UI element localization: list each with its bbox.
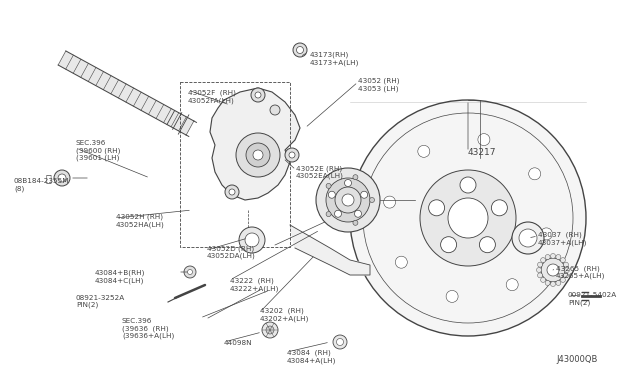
Circle shape <box>383 196 396 208</box>
Circle shape <box>328 191 335 198</box>
Circle shape <box>420 170 516 266</box>
Circle shape <box>429 200 445 216</box>
Circle shape <box>236 133 280 177</box>
Polygon shape <box>58 51 194 135</box>
Circle shape <box>253 150 263 160</box>
Circle shape <box>326 178 370 222</box>
Text: 08B184-2355M
(8): 08B184-2355M (8) <box>14 178 70 192</box>
Circle shape <box>251 88 265 102</box>
Circle shape <box>541 258 565 282</box>
Circle shape <box>285 148 299 162</box>
Bar <box>180 82 290 247</box>
Text: 43037  (RH)
43037+A(LH): 43037 (RH) 43037+A(LH) <box>538 232 588 246</box>
Text: SEC.396
(39636  (RH)
(39636+A(LH): SEC.396 (39636 (RH) (39636+A(LH) <box>122 318 174 339</box>
Circle shape <box>188 269 193 275</box>
Text: 43202  (RH)
43202+A(LH): 43202 (RH) 43202+A(LH) <box>260 308 309 322</box>
Text: 43052F  (RH)
43052FA(LH): 43052F (RH) 43052FA(LH) <box>188 90 236 104</box>
Text: 43052E (RH)
43052EA(LH): 43052E (RH) 43052EA(LH) <box>296 165 344 179</box>
Text: Ⓑ: Ⓑ <box>45 173 51 183</box>
Circle shape <box>293 43 307 57</box>
Circle shape <box>545 280 550 285</box>
Text: J43000QB: J43000QB <box>556 355 597 364</box>
Circle shape <box>335 187 361 213</box>
Circle shape <box>538 273 543 278</box>
Circle shape <box>550 253 556 259</box>
Circle shape <box>545 254 550 260</box>
Circle shape <box>342 194 354 206</box>
Text: 43052D (RH)
43052DA(LH): 43052D (RH) 43052DA(LH) <box>207 245 256 259</box>
Circle shape <box>255 92 261 98</box>
Text: 43052 (RH)
43053 (LH): 43052 (RH) 43053 (LH) <box>358 78 399 92</box>
Circle shape <box>561 278 565 282</box>
Circle shape <box>326 212 331 217</box>
Polygon shape <box>210 88 300 200</box>
Circle shape <box>418 145 430 157</box>
Circle shape <box>506 279 518 291</box>
Circle shape <box>246 143 270 167</box>
Circle shape <box>563 262 568 267</box>
Circle shape <box>460 177 476 193</box>
Polygon shape <box>290 225 370 275</box>
Circle shape <box>540 228 552 240</box>
Circle shape <box>350 100 586 336</box>
Circle shape <box>326 183 331 188</box>
Circle shape <box>266 326 274 334</box>
Circle shape <box>529 168 541 180</box>
Circle shape <box>270 105 280 115</box>
Circle shape <box>337 339 344 346</box>
Circle shape <box>556 280 561 285</box>
Circle shape <box>519 229 537 247</box>
Circle shape <box>479 237 495 253</box>
Circle shape <box>541 278 546 282</box>
Circle shape <box>564 267 570 273</box>
Text: SEC.396
(39600 (RH)
(39601 (LH): SEC.396 (39600 (RH) (39601 (LH) <box>76 140 120 161</box>
Circle shape <box>245 233 259 247</box>
Circle shape <box>262 322 278 338</box>
Circle shape <box>440 237 456 253</box>
Circle shape <box>316 168 380 232</box>
Circle shape <box>58 174 66 182</box>
Circle shape <box>446 291 458 302</box>
Text: 43084  (RH)
43084+A(LH): 43084 (RH) 43084+A(LH) <box>287 350 337 364</box>
Circle shape <box>54 170 70 186</box>
Circle shape <box>355 210 362 217</box>
Circle shape <box>353 220 358 225</box>
Text: 44098N: 44098N <box>224 340 253 346</box>
Circle shape <box>561 257 565 263</box>
Circle shape <box>448 198 488 238</box>
Text: 00921-5402A
PIN(2): 00921-5402A PIN(2) <box>568 292 617 305</box>
Circle shape <box>538 262 543 267</box>
Circle shape <box>361 191 367 198</box>
Circle shape <box>563 273 568 278</box>
Text: 43265  (RH)
43265+A(LH): 43265 (RH) 43265+A(LH) <box>556 265 605 279</box>
Circle shape <box>335 210 342 217</box>
Text: 43084+B(RH)
43084+C(LH): 43084+B(RH) 43084+C(LH) <box>95 270 145 284</box>
Circle shape <box>184 266 196 278</box>
Circle shape <box>547 264 559 276</box>
Text: 43052H (RH)
43052HA(LH): 43052H (RH) 43052HA(LH) <box>116 214 164 228</box>
Circle shape <box>225 185 239 199</box>
Circle shape <box>344 180 351 186</box>
Circle shape <box>512 222 544 254</box>
Text: 43173(RH)
43173+A(LH): 43173(RH) 43173+A(LH) <box>310 52 360 66</box>
Text: 43217: 43217 <box>468 148 497 157</box>
Circle shape <box>478 134 490 145</box>
Text: 43222  (RH)
43222+A(LH): 43222 (RH) 43222+A(LH) <box>230 278 280 292</box>
Circle shape <box>353 175 358 180</box>
Circle shape <box>492 200 508 216</box>
Text: 08921-3252A
PIN(2): 08921-3252A PIN(2) <box>76 295 125 308</box>
Circle shape <box>556 254 561 260</box>
Circle shape <box>229 189 235 195</box>
Circle shape <box>396 256 407 268</box>
Circle shape <box>333 335 347 349</box>
Circle shape <box>369 198 374 202</box>
Circle shape <box>239 227 265 253</box>
Circle shape <box>536 267 541 273</box>
Circle shape <box>296 46 303 54</box>
Circle shape <box>289 152 295 158</box>
Circle shape <box>541 257 546 263</box>
Circle shape <box>550 282 556 286</box>
